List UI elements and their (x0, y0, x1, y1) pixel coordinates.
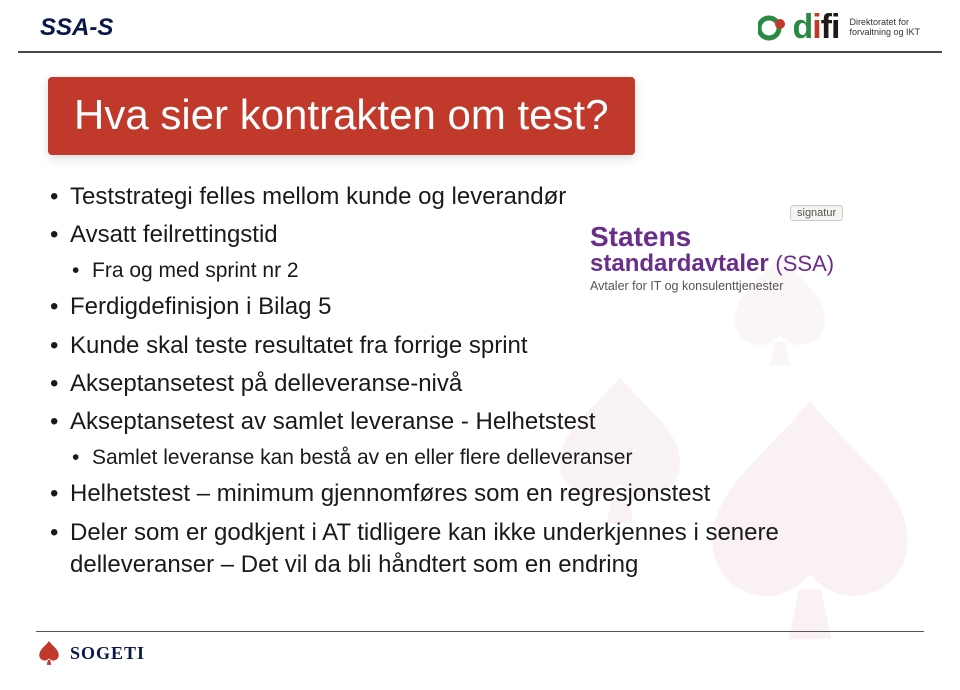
list-item: Deler som er godkjent i AT tidligere kan… (48, 517, 912, 582)
slide-title: Hva sier kontrakten om test? (48, 77, 635, 155)
difi-wordmark: difi (792, 8, 839, 47)
ssa-badge: signatur Statens standardavtaler (SSA) A… (590, 203, 920, 293)
sogeti-logo: SOGETI (36, 640, 145, 666)
list-item: Ferdigdefinisjon i Bilag 5 (48, 291, 912, 323)
ssa-line1: Statens (590, 223, 920, 251)
ssa-line2: standardavtaler (SSA) (590, 251, 920, 277)
difi-mark-icon (758, 13, 788, 43)
header-label: SSA-S (40, 14, 113, 42)
slide-content: Hva sier kontrakten om test? Teststrateg… (0, 53, 960, 603)
list-item: Kunde skal teste resultatet fra forrige … (48, 330, 912, 362)
list-item: Akseptansetest på delleveranse-nivå (48, 368, 912, 400)
sogeti-wordmark: SOGETI (70, 643, 145, 664)
ssa-signatur-label: signatur (790, 205, 843, 221)
list-item: Samlet leveranse kan bestå av en eller f… (70, 443, 912, 472)
list-item: Helhetstest – minimum gjennomføres som e… (48, 478, 912, 510)
list-item: Akseptansetest av samlet leveranse - Hel… (48, 406, 912, 472)
difi-logo: difi Direktoratet for forvaltning og IKT (758, 8, 920, 47)
difi-tagline: Direktoratet for forvaltning og IKT (849, 18, 920, 38)
sogeti-spade-icon (36, 640, 62, 666)
slide-footer: SOGETI (36, 631, 924, 666)
slide-header: SSA-S difi Direktoratet for forvaltning … (18, 0, 942, 53)
ssa-subtitle: Avtaler for IT og konsulenttjenester (590, 279, 920, 293)
